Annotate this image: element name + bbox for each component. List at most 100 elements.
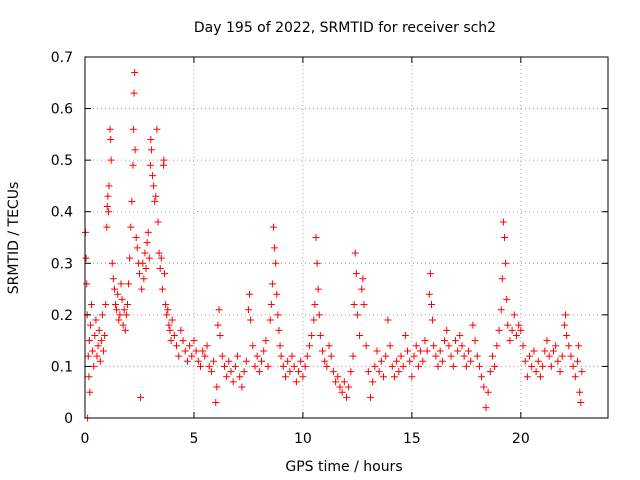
data-point <box>314 285 322 293</box>
data-point <box>128 197 136 205</box>
data-point <box>369 378 377 386</box>
data-point <box>236 373 244 381</box>
data-point <box>356 331 364 339</box>
data-point <box>102 301 110 309</box>
data-point <box>123 301 131 309</box>
data-point <box>575 342 583 350</box>
data-point <box>103 223 111 231</box>
data-point <box>489 352 497 360</box>
data-point <box>305 342 313 350</box>
data-point <box>578 368 586 376</box>
data-point <box>269 223 277 231</box>
data-point <box>139 259 147 267</box>
data-point <box>126 254 134 262</box>
data-point <box>408 373 416 381</box>
data-point <box>423 347 431 355</box>
data-point <box>534 357 542 365</box>
y-tick-label: 0.3 <box>51 256 73 272</box>
data-point <box>168 316 176 324</box>
y-tick-label: 0.6 <box>51 102 73 118</box>
data-point <box>216 331 224 339</box>
data-point <box>108 259 116 267</box>
data-point <box>157 254 165 262</box>
data-point <box>558 352 566 360</box>
data-point <box>105 208 113 216</box>
data-point <box>125 280 133 288</box>
data-point <box>147 136 155 144</box>
data-point <box>215 306 223 314</box>
data-point <box>100 347 108 355</box>
data-point <box>279 362 287 370</box>
data-point <box>434 362 442 370</box>
data-point <box>86 388 94 396</box>
x-tick-label: 15 <box>403 431 421 447</box>
data-point <box>146 161 154 169</box>
data-point <box>565 342 573 350</box>
data-point <box>267 301 275 309</box>
data-point <box>143 239 151 247</box>
data-point <box>281 373 289 381</box>
data-point <box>541 347 549 355</box>
data-point <box>478 373 486 381</box>
y-tick-label: 0.2 <box>51 308 73 324</box>
data-point <box>503 295 511 303</box>
data-point <box>218 352 226 360</box>
data-point <box>262 337 270 345</box>
data-point <box>173 342 181 350</box>
data-point <box>375 368 383 376</box>
data-point <box>264 362 272 370</box>
data-point <box>129 125 137 133</box>
data-point <box>181 347 189 355</box>
data-point <box>517 326 525 334</box>
data-point <box>399 362 407 370</box>
data-point <box>103 203 111 211</box>
data-point <box>336 383 344 391</box>
data-point <box>482 404 490 412</box>
data-point <box>105 182 113 190</box>
data-point <box>149 172 157 180</box>
data-point <box>275 326 283 334</box>
data-point <box>426 270 434 278</box>
data-point <box>443 326 451 334</box>
data-point <box>412 342 420 350</box>
data-point <box>234 352 242 360</box>
data-point <box>229 378 237 386</box>
data-point <box>349 352 357 360</box>
data-point <box>154 218 162 226</box>
data-point <box>554 357 562 365</box>
data-point <box>107 136 115 144</box>
data-point <box>567 352 575 360</box>
y-tick-label: 0.4 <box>51 205 73 221</box>
data-point <box>165 321 173 329</box>
data-point <box>556 368 564 376</box>
data-point <box>266 316 274 324</box>
data-point <box>388 362 396 370</box>
data-point <box>417 347 425 355</box>
data-point <box>295 368 303 376</box>
data-point <box>303 352 311 360</box>
data-point <box>301 362 309 370</box>
plot-frame <box>84 56 609 419</box>
data-point <box>393 357 401 365</box>
data-point <box>240 368 248 376</box>
data-point <box>462 362 470 370</box>
data-point <box>573 357 581 365</box>
data-point <box>429 316 437 324</box>
data-point <box>276 342 284 350</box>
data-point <box>397 352 405 360</box>
x-tick-label: 0 <box>81 431 90 447</box>
data-point <box>140 275 148 283</box>
data-point <box>297 357 305 365</box>
data-point <box>277 352 285 360</box>
data-point <box>329 368 337 376</box>
data-point <box>162 301 170 309</box>
data-point <box>545 352 553 360</box>
data-point <box>456 331 464 339</box>
data-point <box>82 254 90 262</box>
data-point <box>85 373 93 381</box>
data-point <box>210 357 218 365</box>
axis-ticks <box>84 56 608 419</box>
data-point <box>432 352 440 360</box>
data-point <box>117 280 125 288</box>
data-point <box>425 290 433 298</box>
